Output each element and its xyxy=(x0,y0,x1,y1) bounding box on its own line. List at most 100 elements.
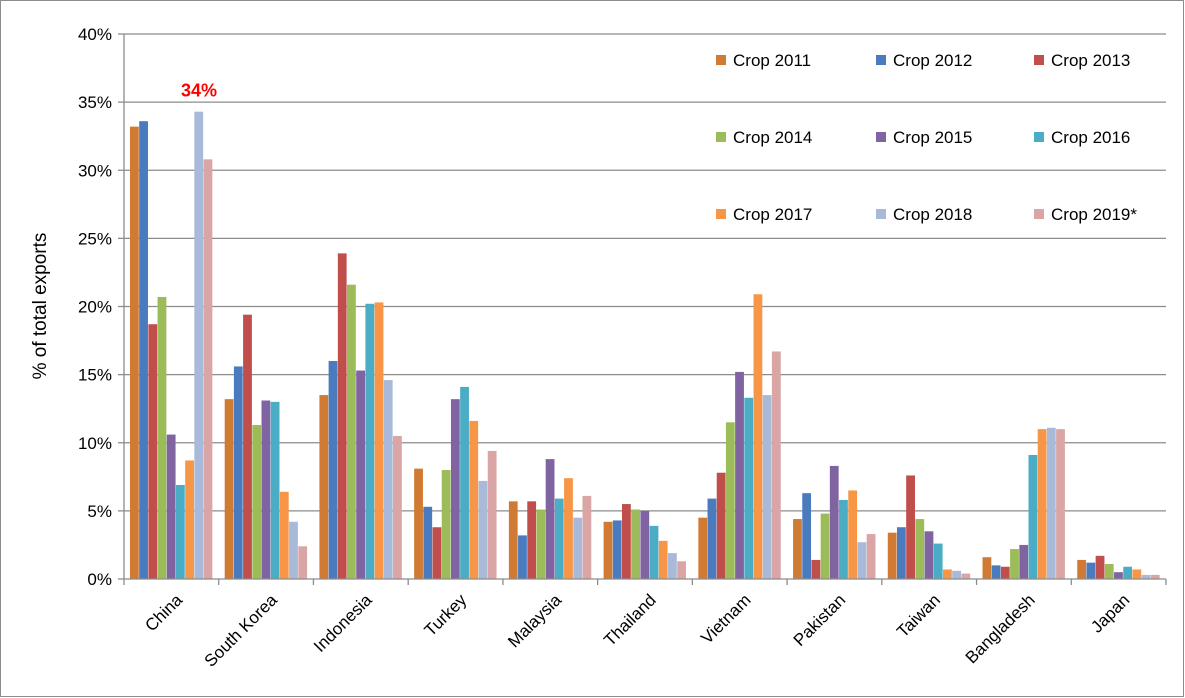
bar xyxy=(942,569,952,579)
bar xyxy=(668,553,677,579)
bar xyxy=(793,519,802,579)
gridlines xyxy=(124,33,1166,512)
y-tick-label: 20% xyxy=(78,298,112,317)
bar xyxy=(896,527,906,579)
bar xyxy=(393,435,402,579)
bar xyxy=(279,491,289,579)
bar xyxy=(716,472,726,579)
bar xyxy=(203,159,213,579)
bar xyxy=(848,490,858,579)
bar xyxy=(328,361,338,579)
bar xyxy=(347,284,356,579)
legend-label: Crop 2012 xyxy=(893,51,972,70)
bar xyxy=(1104,564,1114,579)
bar xyxy=(564,478,573,579)
bar xyxy=(194,111,204,579)
bar xyxy=(707,498,717,579)
x-tick-label: Vietnam xyxy=(697,590,754,647)
legend-swatch xyxy=(876,55,886,65)
legend-label: Crop 2015 xyxy=(893,128,972,147)
bar xyxy=(735,371,744,579)
x-tick-label: Turkey xyxy=(421,590,471,640)
bar xyxy=(536,509,546,579)
x-tick-label: Malaysia xyxy=(504,590,565,651)
bar xyxy=(820,513,830,579)
bar xyxy=(839,499,848,579)
bar xyxy=(1141,574,1151,579)
y-axis-title: % of total exports xyxy=(30,233,51,380)
bar xyxy=(383,380,393,579)
bar xyxy=(337,253,347,580)
bar xyxy=(518,535,527,579)
legend-swatch xyxy=(716,132,726,142)
bar xyxy=(365,303,375,579)
legend-label: Crop 2017 xyxy=(733,205,812,224)
bar xyxy=(631,509,640,579)
bar xyxy=(802,493,812,579)
bar xyxy=(1010,549,1019,579)
bar xyxy=(148,324,158,579)
bar xyxy=(829,465,839,579)
legend-label: Crop 2016 xyxy=(1051,128,1130,147)
bar xyxy=(224,399,234,579)
bar xyxy=(991,565,1001,579)
bar xyxy=(906,475,915,579)
bar xyxy=(915,519,925,579)
legend-swatch xyxy=(876,209,886,219)
annotation-label: 34% xyxy=(181,81,217,101)
bar xyxy=(252,425,262,579)
y-tick-label: 0% xyxy=(87,570,112,589)
bar xyxy=(1114,572,1123,579)
bar xyxy=(478,480,488,579)
axes xyxy=(118,33,1167,585)
bar xyxy=(612,520,622,579)
bar xyxy=(261,400,271,579)
bar xyxy=(469,420,479,579)
bar xyxy=(582,495,592,579)
bar xyxy=(289,521,298,579)
bar xyxy=(527,501,537,579)
y-tick-label: 35% xyxy=(78,93,112,112)
x-tick-label: Japan xyxy=(1087,590,1133,636)
bar xyxy=(166,434,176,579)
legend-label: Crop 2014 xyxy=(733,128,812,147)
bar xyxy=(603,521,613,579)
bar xyxy=(545,459,555,579)
y-tick-label: 10% xyxy=(78,434,112,453)
bar xyxy=(233,366,243,579)
bar xyxy=(952,570,961,579)
y-tick-label: 30% xyxy=(78,161,112,180)
bar xyxy=(933,543,943,579)
bar xyxy=(1046,427,1056,579)
y-tick-label: 5% xyxy=(87,502,112,521)
x-tick-label: South Korea xyxy=(201,590,282,671)
bar xyxy=(698,517,708,579)
legend-swatch xyxy=(1034,132,1044,142)
bar xyxy=(460,386,469,579)
x-tick-labels: China South Korea Indonesia Turkey Malaysia T… xyxy=(141,590,1133,671)
bar xyxy=(573,517,583,579)
bar xyxy=(887,532,897,579)
bar xyxy=(1123,566,1133,579)
bar xyxy=(1132,569,1142,579)
bar xyxy=(857,542,867,579)
x-tick-label: China xyxy=(141,590,186,635)
bar xyxy=(1028,455,1038,579)
bar xyxy=(157,296,167,579)
bars xyxy=(129,111,1160,580)
bar xyxy=(175,484,185,579)
bar xyxy=(270,401,280,579)
bar xyxy=(319,395,329,579)
bar xyxy=(744,397,754,579)
legend-swatch xyxy=(1034,55,1044,65)
legend-label: Crop 2013 xyxy=(1051,51,1130,70)
bar xyxy=(762,395,772,579)
y-tick-label: 25% xyxy=(78,229,112,248)
bar xyxy=(622,504,631,579)
y-tick-label: 40% xyxy=(78,25,112,44)
bar xyxy=(771,351,781,579)
bar xyxy=(1037,429,1047,579)
bar xyxy=(432,527,442,579)
bar xyxy=(423,506,433,579)
